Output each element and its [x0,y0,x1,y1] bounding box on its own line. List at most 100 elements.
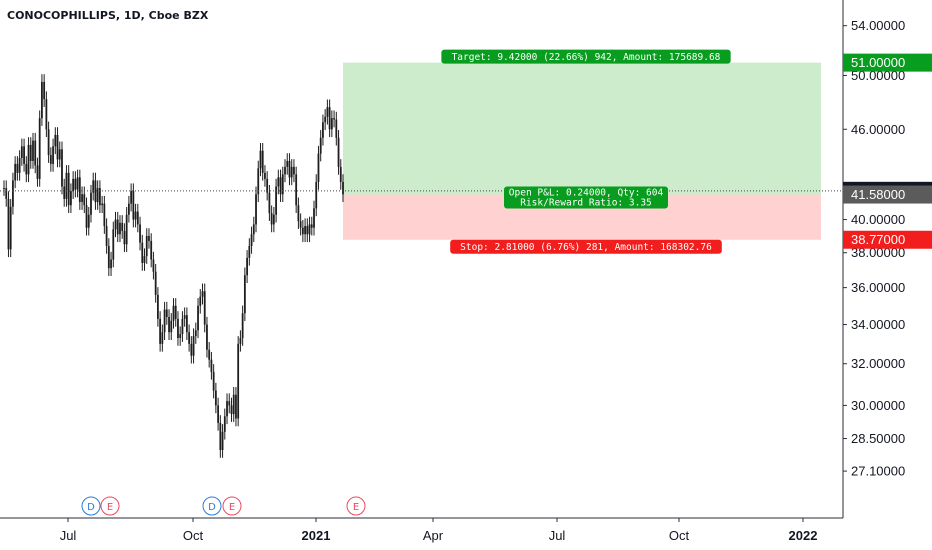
price-tag-label: 51.00000 [851,55,905,70]
candle-body [172,305,175,321]
candle-body [139,224,141,243]
time-tick-label: Oct [669,528,690,543]
price-tick-label: 36.00000 [851,280,905,295]
candle-body [150,240,153,260]
earnings-marker[interactable]: E [346,496,366,516]
candle-body [272,214,275,225]
candle-body [3,188,5,190]
dividend-marker[interactable]: D [81,496,101,516]
candle-body [159,318,162,344]
candle-body [232,394,235,415]
candle-body [219,422,222,450]
candle-body [5,188,8,199]
dividend-marker-circle [81,496,101,516]
candle-body [206,324,208,350]
earnings-marker-letter: E [229,502,235,513]
candle-body [29,144,32,161]
candle-body [185,315,188,333]
candle-body [56,134,59,160]
earnings-marker[interactable]: E [222,496,242,516]
candle-body [114,219,117,230]
stop-label-text: Stop: 2.81000 (6.76%) 281, Amount: 16830… [460,242,712,253]
candle-body [281,174,284,195]
candle-body [70,191,72,206]
candle-body [243,275,246,314]
candle-body [288,160,291,178]
candle-body [286,160,289,167]
time-tick-label: Oct [183,528,204,543]
candle-body [201,291,204,297]
candle-body [304,226,306,235]
price-tag-label: 38.77000 [851,232,905,247]
candle-body [92,180,95,193]
candle-body [78,177,81,203]
candle-body [63,186,66,199]
candle-body [87,214,90,228]
earnings-marker-circle [100,496,120,516]
price-tag-stop: 38.77000 [843,230,932,249]
price-tick-label: 38.00000 [851,245,905,260]
candle-body [284,166,286,175]
price-tag-bg [843,185,932,204]
time-tick-label: Jul [60,528,77,543]
candle-body [47,129,50,156]
candle-body [170,320,173,333]
candle-body [61,149,63,187]
position-overlay: Target: 9.42000 (22.66%) 942, Amount: 17… [0,49,843,254]
price-axis[interactable]: 54.00000 50.00000 46.00000 40.00000 38.00000… [842,0,932,550]
candle-body [99,188,101,206]
candle-body [210,359,213,372]
candle-body [112,229,115,260]
price-tick-label: 50.00000 [851,68,905,83]
price-tick-label: 28.50000 [851,431,905,446]
price-tick-label: 30.00000 [851,398,905,413]
pnl-text: Open P&L: 0.24000, Qty: 604 [509,188,664,199]
price-tick-label: 46.00000 [851,122,905,137]
candle-body [203,291,206,325]
price-tick-label: 40.00000 [851,212,905,227]
candle-body [194,330,197,337]
candle-body [43,81,46,100]
candle-body [301,227,304,235]
candle-body [152,259,155,272]
candle-body [76,177,79,190]
candle-body [324,116,327,123]
earnings-marker-letter: E [107,502,113,513]
candle-body [339,166,342,182]
candle-body [52,146,54,164]
earnings-marker-letter: E [353,502,359,513]
price-tick-label: 32.00000 [851,356,905,371]
dividend-marker[interactable]: D [202,496,222,516]
candle-body [335,119,338,138]
candle-body [23,146,25,164]
candle-body [333,118,335,120]
candle-body [322,122,324,138]
dividend-marker-letter: D [208,502,216,513]
candle-body [7,198,10,250]
candle-body [326,107,329,117]
earnings-marker-circle [222,496,242,516]
candle-body [221,431,224,450]
stop-label-bg [450,239,722,254]
candle-body [277,177,280,187]
price-tag-target: 51.00000 [843,53,932,72]
candle-body [34,140,37,166]
candle-body [110,259,112,269]
earnings-marker-circle [346,496,366,516]
candle-body [306,226,309,235]
candle-body [179,334,182,339]
candle-body [199,296,202,306]
candle-body [121,222,124,231]
time-axis[interactable]: Jul Oct 2021 Apr Jul Oct 2022 [0,517,843,543]
candle-body [183,315,186,319]
candle-body [101,203,104,206]
price-tag-bg [843,53,932,72]
earnings-marker[interactable]: E [100,496,120,516]
candle-body [116,219,119,235]
candle-body [105,226,108,246]
candle-body [190,343,193,356]
candle-body [330,118,333,130]
candle-body [235,394,237,419]
